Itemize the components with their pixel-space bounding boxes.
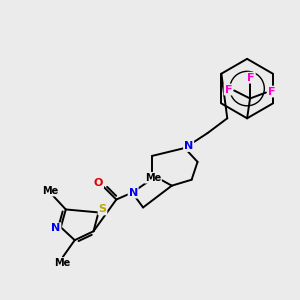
Text: F: F (268, 86, 276, 97)
Text: N: N (51, 223, 61, 233)
Text: Me: Me (54, 258, 70, 268)
Text: N: N (128, 188, 138, 198)
Text: F: F (247, 73, 255, 83)
Text: S: S (98, 204, 106, 214)
Text: O: O (94, 178, 103, 188)
Text: Me: Me (145, 173, 161, 183)
Text: N: N (184, 141, 193, 151)
Text: F: F (224, 85, 232, 94)
Text: Me: Me (42, 186, 58, 196)
